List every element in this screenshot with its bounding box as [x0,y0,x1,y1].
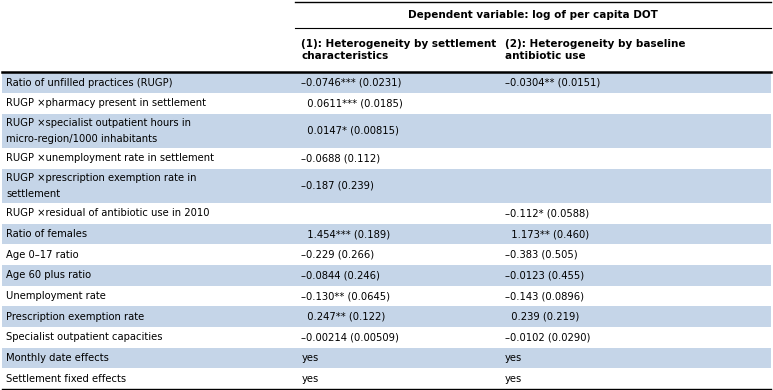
Text: 0.0611*** (0.0185): 0.0611*** (0.0185) [301,98,404,108]
Text: –0.0746*** (0.0231): –0.0746*** (0.0231) [301,78,402,88]
Bar [2,72,771,93]
Text: 1.173** (0.460): 1.173** (0.460) [505,229,589,239]
Text: –0.0688 (0.112): –0.0688 (0.112) [301,153,380,163]
Text: RUGP ×residual of antibiotic use in 2010: RUGP ×residual of antibiotic use in 2010 [6,209,209,218]
Text: –0.0304** (0.0151): –0.0304** (0.0151) [505,78,600,88]
Text: Ratio of females: Ratio of females [6,229,87,239]
Text: Monthly date effects: Monthly date effects [6,353,109,363]
Text: –0.130** (0.0645): –0.130** (0.0645) [301,291,390,301]
Text: RUGP ×specialist outpatient hours in: RUGP ×specialist outpatient hours in [6,118,191,128]
Text: –0.143 (0.0896): –0.143 (0.0896) [505,291,584,301]
Bar [2,265,771,286]
Text: –0.229 (0.266): –0.229 (0.266) [301,250,375,260]
Bar [2,224,771,245]
Text: RUGP ×prescription exemption rate in: RUGP ×prescription exemption rate in [6,173,196,183]
Text: (1): Heterogeneity by settlement
characteristics: (1): Heterogeneity by settlement charact… [301,39,497,61]
Bar [2,347,771,368]
Text: settlement: settlement [6,189,60,199]
Text: Ratio of unfilled practices (RUGP): Ratio of unfilled practices (RUGP) [6,78,172,88]
Text: Dependent variable: log of per capita DOT: Dependent variable: log of per capita DO… [408,10,659,20]
Text: Age 0–17 ratio: Age 0–17 ratio [6,250,79,260]
Text: (2): Heterogeneity by baseline
antibiotic use: (2): Heterogeneity by baseline antibioti… [505,39,686,61]
Text: –0.383 (0.505): –0.383 (0.505) [505,250,577,260]
Text: –0.0123 (0.455): –0.0123 (0.455) [505,270,584,280]
Text: yes: yes [301,353,318,363]
Bar [2,113,771,148]
Text: –0.187 (0.239): –0.187 (0.239) [301,181,374,191]
Text: Prescription exemption rate: Prescription exemption rate [6,312,145,322]
Text: RUGP ×pharmacy present in settlement: RUGP ×pharmacy present in settlement [6,98,206,108]
Text: micro-region/1000 inhabitants: micro-region/1000 inhabitants [6,134,158,144]
Text: Specialist outpatient capacities: Specialist outpatient capacities [6,332,162,342]
Text: yes: yes [505,353,522,363]
Text: Unemployment rate: Unemployment rate [6,291,106,301]
Text: 0.239 (0.219): 0.239 (0.219) [505,312,579,322]
Text: Settlement fixed effects: Settlement fixed effects [6,374,126,383]
Bar [2,168,771,203]
Text: 0.0147* (0.00815): 0.0147* (0.00815) [301,126,400,136]
Bar [2,306,771,327]
Text: yes: yes [505,374,522,383]
Text: 1.454*** (0.189): 1.454*** (0.189) [301,229,390,239]
Text: yes: yes [301,374,318,383]
Text: –0.0844 (0.246): –0.0844 (0.246) [301,270,380,280]
Text: –0.0102 (0.0290): –0.0102 (0.0290) [505,332,590,342]
Text: RUGP ×unemployment rate in settlement: RUGP ×unemployment rate in settlement [6,153,214,163]
Text: –0.00214 (0.00509): –0.00214 (0.00509) [301,332,400,342]
Text: 0.247** (0.122): 0.247** (0.122) [301,312,386,322]
Text: –0.112* (0.0588): –0.112* (0.0588) [505,209,589,218]
Text: Age 60 plus ratio: Age 60 plus ratio [6,270,91,280]
